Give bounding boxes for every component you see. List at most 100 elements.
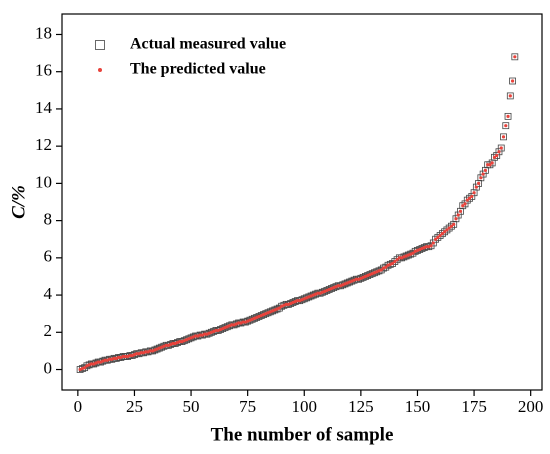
point: [470, 189, 478, 197]
point: [497, 150, 501, 154]
x-tick-label: 150: [405, 397, 431, 416]
point: [429, 239, 437, 247]
point: [103, 358, 107, 362]
legend-marker: [95, 40, 105, 50]
point: [477, 181, 481, 185]
point: [474, 185, 478, 189]
point: [284, 302, 288, 306]
y-tick-label: 16: [35, 61, 52, 80]
x-axis-label: The number of sample: [211, 424, 394, 445]
point: [241, 320, 245, 324]
point: [450, 220, 458, 228]
point: [456, 213, 460, 217]
y-tick-label: 8: [44, 210, 53, 229]
point: [379, 268, 383, 272]
point: [230, 323, 234, 327]
point: [457, 207, 464, 215]
point: [509, 77, 516, 85]
point: [393, 256, 401, 264]
point: [214, 328, 218, 333]
point: [449, 224, 454, 228]
point: [443, 230, 447, 234]
point: [504, 124, 508, 128]
point: [354, 277, 358, 281]
point: [452, 215, 460, 223]
point: [495, 148, 503, 156]
point: [171, 341, 175, 346]
x-tick-label: 75: [239, 397, 256, 416]
point: [277, 306, 281, 310]
point: [441, 228, 449, 236]
point: [459, 202, 467, 210]
point: [203, 332, 207, 336]
point: [454, 211, 462, 219]
point: [395, 258, 399, 262]
point: [83, 366, 87, 370]
point: [465, 198, 469, 202]
y-tick-label: 10: [35, 172, 52, 191]
x-tick-label: 200: [518, 397, 544, 416]
point: [501, 135, 506, 139]
point: [493, 152, 501, 159]
point: [96, 360, 100, 364]
x-tick-label: 175: [461, 397, 487, 416]
point: [336, 284, 340, 288]
point: [384, 265, 388, 269]
point: [121, 354, 125, 359]
point: [139, 351, 143, 355]
point: [178, 340, 182, 344]
point: [475, 179, 483, 187]
point: [463, 202, 467, 206]
point: [112, 356, 116, 360]
point: [511, 53, 519, 61]
legend-marker: [98, 68, 102, 72]
point: [467, 196, 472, 200]
y-tick-label: 12: [35, 135, 52, 154]
point: [447, 226, 451, 230]
point: [397, 256, 401, 260]
point: [316, 291, 320, 295]
point: [89, 362, 94, 366]
point: [434, 233, 442, 241]
point: [429, 244, 433, 248]
y-axis-label: C/%: [8, 185, 29, 219]
point: [499, 146, 503, 150]
point: [479, 176, 483, 180]
y-tick-label: 18: [35, 23, 52, 42]
point: [481, 172, 485, 176]
point: [295, 299, 300, 303]
point: [198, 333, 202, 337]
point: [488, 159, 496, 167]
point: [438, 230, 446, 238]
point: [148, 349, 152, 353]
y-tick-label: 0: [44, 358, 53, 377]
point: [411, 251, 415, 255]
point: [448, 222, 455, 230]
point: [508, 94, 512, 98]
point: [393, 259, 397, 264]
point: [454, 217, 458, 221]
point: [486, 163, 490, 167]
x-tick-label: 100: [292, 397, 318, 416]
point: [443, 226, 451, 234]
x-tick-label: 50: [183, 397, 200, 416]
point: [164, 343, 168, 347]
point: [488, 163, 492, 167]
point: [431, 241, 435, 245]
point: [107, 357, 112, 361]
point: [470, 194, 474, 199]
point: [436, 235, 440, 239]
point: [237, 321, 241, 325]
y-tick-label: 4: [44, 284, 53, 303]
legend-text: The predicted value: [130, 61, 266, 78]
point: [472, 191, 476, 195]
point: [510, 79, 515, 83]
point: [504, 112, 512, 120]
point: [492, 155, 497, 159]
point: [436, 232, 444, 239]
point: [452, 222, 456, 226]
point: [479, 170, 487, 178]
y-tick-label: 6: [44, 247, 53, 266]
point: [128, 353, 132, 358]
point: [466, 194, 473, 202]
